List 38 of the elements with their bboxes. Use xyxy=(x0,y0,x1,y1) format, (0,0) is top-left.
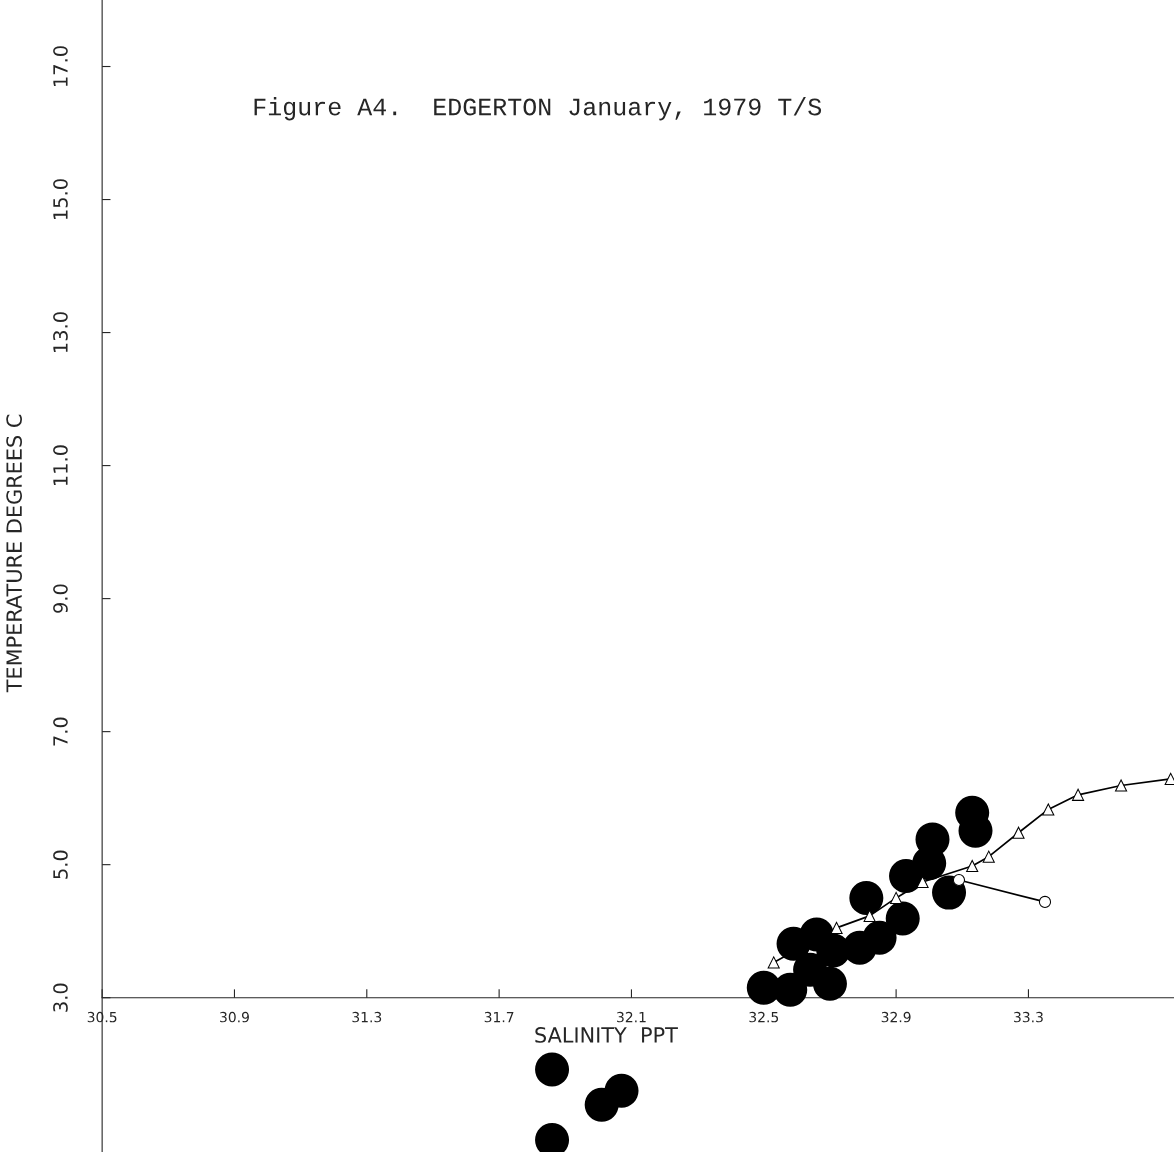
point xyxy=(1042,803,1055,816)
point xyxy=(890,891,903,904)
x-tick-label: 32.9 xyxy=(881,1011,911,1023)
x-tick-label: 30.9 xyxy=(220,1011,249,1023)
x-tick-label: 33.3 xyxy=(1014,1011,1043,1023)
y-axis-title: TEMPERATURE DEGREES C xyxy=(6,414,22,693)
point xyxy=(916,875,929,889)
point xyxy=(1038,895,1052,908)
point xyxy=(982,850,995,863)
point xyxy=(535,1052,570,1087)
point xyxy=(1012,826,1025,839)
point xyxy=(1114,779,1128,792)
x-axis-title: SALINITY PPT xyxy=(535,1027,678,1043)
x-tick-label: 32.1 xyxy=(617,1011,646,1023)
point xyxy=(604,1073,639,1108)
y-tick-label: 9.0 xyxy=(53,584,68,613)
point xyxy=(1071,788,1085,801)
point xyxy=(932,875,967,910)
point xyxy=(862,920,897,955)
x-tick-label: 31.3 xyxy=(352,1011,382,1023)
y-tick-label: 3.0 xyxy=(53,983,68,1012)
y-tick-label: 15.0 xyxy=(53,179,68,220)
x-tick-label: 31.7 xyxy=(484,1011,514,1023)
point xyxy=(952,873,966,887)
point xyxy=(849,880,884,915)
point xyxy=(830,921,843,934)
y-tick-label: 13.0 xyxy=(53,312,68,353)
point xyxy=(812,966,847,1001)
point xyxy=(885,901,920,936)
y-tick-label: 11.0 xyxy=(53,445,68,486)
point xyxy=(773,972,808,1007)
y-tick-label: 17.0 xyxy=(53,46,68,87)
point xyxy=(966,859,979,873)
point xyxy=(767,956,780,969)
y-tick-label: 7.0 xyxy=(53,717,68,746)
text: Figure A4. EDGERTON January, 1979 T/S xyxy=(254,97,822,121)
x-tick-label: 32.5 xyxy=(749,1011,779,1023)
y-tick-label: 5.0 xyxy=(53,850,68,879)
